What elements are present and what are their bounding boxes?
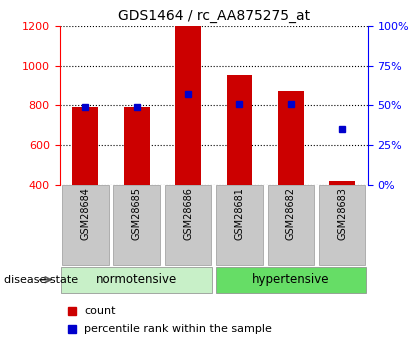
Text: GSM28683: GSM28683 bbox=[337, 187, 347, 240]
Bar bbox=[165, 185, 211, 265]
Text: normotensive: normotensive bbox=[96, 273, 177, 286]
Bar bbox=[124, 107, 150, 185]
Title: GDS1464 / rc_AA875275_at: GDS1464 / rc_AA875275_at bbox=[118, 9, 310, 23]
Bar bbox=[268, 185, 314, 265]
Bar bbox=[113, 185, 160, 265]
Text: GSM28684: GSM28684 bbox=[80, 187, 90, 240]
Bar bbox=[216, 185, 263, 265]
Text: GSM28682: GSM28682 bbox=[286, 187, 296, 240]
Bar bbox=[278, 91, 304, 185]
Bar bbox=[62, 185, 109, 265]
Bar bbox=[62, 267, 212, 293]
Text: count: count bbox=[84, 306, 116, 315]
Text: disease state: disease state bbox=[4, 275, 78, 285]
Bar bbox=[226, 76, 252, 185]
Text: hypertensive: hypertensive bbox=[252, 273, 330, 286]
Bar bbox=[175, 26, 201, 185]
Text: GSM28685: GSM28685 bbox=[132, 187, 142, 240]
Text: GSM28681: GSM28681 bbox=[234, 187, 245, 240]
Bar bbox=[215, 267, 366, 293]
Text: GSM28686: GSM28686 bbox=[183, 187, 193, 240]
Text: percentile rank within the sample: percentile rank within the sample bbox=[84, 325, 272, 334]
Bar bbox=[72, 107, 98, 185]
Bar bbox=[329, 181, 355, 185]
Bar bbox=[319, 185, 365, 265]
